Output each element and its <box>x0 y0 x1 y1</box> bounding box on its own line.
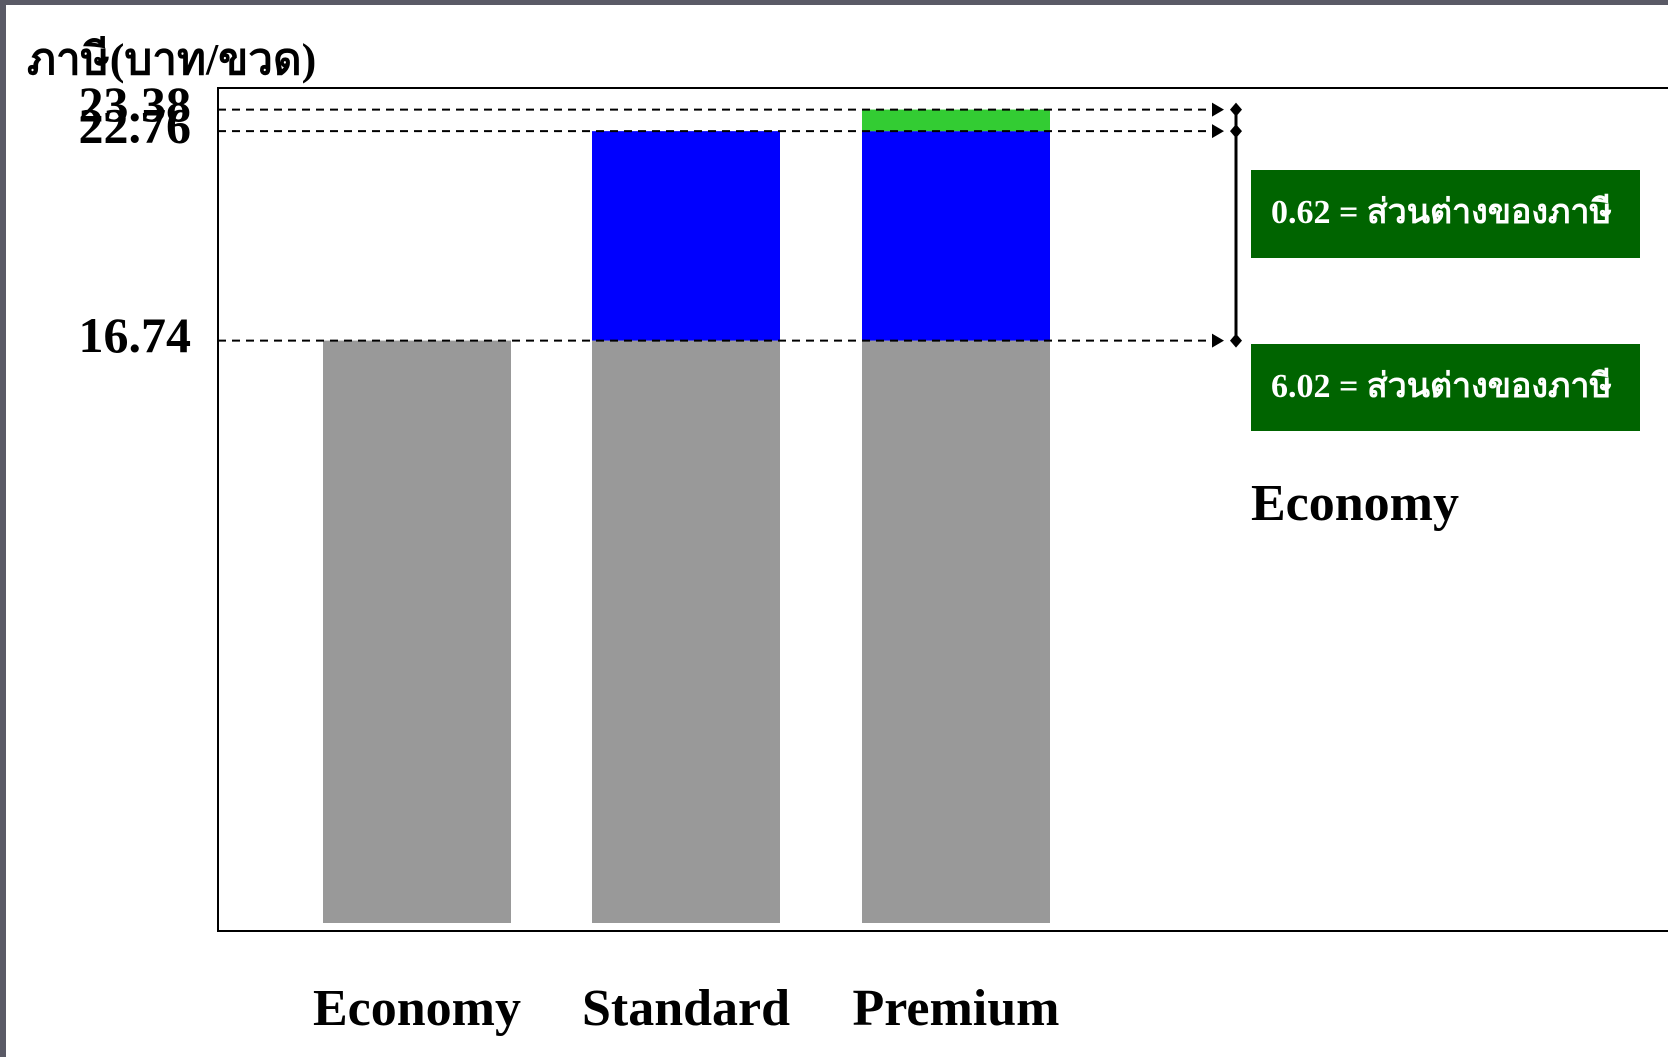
annotation: 0.62 = ส่วนต่างของภาษี <box>1271 193 1612 231</box>
y-tick-label: 23.38 <box>79 76 192 132</box>
y-tick-label: 16.74 <box>79 307 192 363</box>
left-edge <box>0 0 6 1057</box>
x-tick-label: Economy <box>313 980 521 1037</box>
annotation-box <box>1251 170 1640 258</box>
y-axis-label: ภาษี(บาท/ขวด) <box>27 35 316 84</box>
plot-frame <box>217 87 1668 932</box>
x-tick-label: Premium <box>853 980 1060 1037</box>
x-tick-label: Standard <box>582 980 790 1037</box>
annotation: 6.02 = ส่วนต่างของภาษี <box>1271 367 1612 405</box>
bar-segment <box>862 340 1050 923</box>
bar-segment <box>592 131 780 341</box>
arrow-head <box>1212 124 1224 139</box>
bar-segment <box>862 131 1050 341</box>
y-tick-label: 22.76 <box>79 98 192 154</box>
bar-segment <box>323 340 511 923</box>
top-edge <box>0 0 1668 5</box>
annotation-box <box>1251 344 1640 431</box>
bar-segment <box>592 340 780 923</box>
arrow-head <box>1212 102 1224 117</box>
bar-segment <box>862 109 1050 132</box>
arrow-head <box>1212 333 1224 348</box>
annotation: Economy <box>1251 475 1459 532</box>
